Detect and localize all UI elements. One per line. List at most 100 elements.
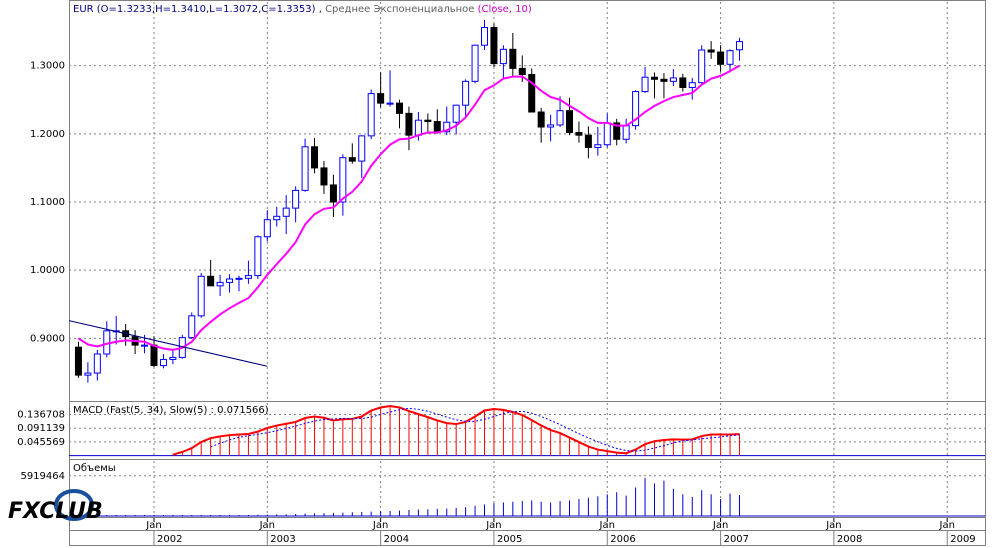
- candle-body: [216, 281, 224, 287]
- volume-title: Объемы: [73, 463, 116, 474]
- candle-body: [226, 278, 234, 283]
- candle-body: [93, 353, 101, 374]
- candle-body: [301, 146, 309, 191]
- candle-body: [660, 78, 668, 82]
- candle-body: [348, 157, 356, 162]
- candle-body: [632, 91, 640, 127]
- ema-line: [77, 64, 740, 351]
- candle-body: [273, 215, 281, 221]
- candle-body: [726, 50, 734, 65]
- candle-body: [254, 236, 262, 277]
- x-tick-label: Jan: [372, 520, 388, 531]
- candle-body: [358, 135, 366, 162]
- candle-body: [547, 124, 555, 128]
- candle-body: [452, 104, 460, 123]
- year-label: 2007: [724, 534, 749, 545]
- candle-body: [396, 102, 404, 114]
- y-tick-label: 0.9000: [30, 333, 65, 344]
- candle-body: [669, 77, 677, 82]
- year-label: 2009: [950, 534, 975, 545]
- candle-body: [405, 112, 413, 136]
- candle-body: [311, 146, 319, 169]
- macd-line: [172, 404, 740, 456]
- candle-body: [386, 102, 394, 105]
- logo: FXCLUB: [8, 489, 103, 524]
- x-tick-label: Jan: [939, 520, 955, 531]
- year-label: 2003: [270, 534, 295, 545]
- y-tick-label: 1.2000: [30, 129, 65, 140]
- y-tick-label: 0.136708: [17, 410, 65, 421]
- candle-body: [292, 189, 300, 209]
- candle-body: [169, 356, 177, 360]
- y-tick-label: 1.3000: [30, 61, 65, 72]
- candle-body: [735, 41, 743, 51]
- y-tick-label: 0.091139: [17, 423, 65, 434]
- candle-body: [329, 184, 337, 203]
- logo-text: FXCLUB: [8, 499, 103, 524]
- year-label: 2006: [610, 534, 635, 545]
- candle-body: [679, 77, 687, 88]
- candle-body: [717, 51, 725, 65]
- x-tick-label: Jan: [825, 520, 841, 531]
- candle-body: [244, 275, 252, 279]
- year-label: 2004: [384, 534, 409, 545]
- candle-body: [150, 344, 158, 367]
- candle-body: [622, 125, 630, 140]
- signal-line: [210, 407, 740, 452]
- candle-body: [613, 122, 621, 140]
- candle-body: [443, 121, 451, 133]
- indicator-params: (Close, 10): [478, 4, 532, 15]
- candle-body: [707, 49, 715, 53]
- macd-title: MACD (Fast(5, 34), Slow(5) : 0.071566): [73, 405, 269, 416]
- candle-body: [556, 110, 564, 126]
- year-axis-frame: [69, 530, 986, 546]
- year-label: 2002: [157, 534, 182, 545]
- candle-body: [650, 76, 658, 80]
- candle-body: [74, 346, 82, 376]
- candle-body: [471, 44, 479, 82]
- candle-body: [594, 144, 602, 148]
- chart-title: EUR (O=1.3233,H=1.3410,L=1.3072,C=1.3353…: [73, 4, 532, 15]
- candle-body: [141, 344, 149, 347]
- candle-body: [565, 110, 573, 133]
- candle-body: [424, 119, 432, 123]
- trend-line: [68, 320, 268, 367]
- candle-body: [235, 277, 243, 280]
- candle-body: [462, 80, 470, 106]
- candle-body: [84, 372, 92, 376]
- candle-body: [490, 26, 498, 65]
- candle-body: [377, 93, 385, 104]
- candle-body: [481, 26, 489, 46]
- x-tick-label: Jan: [712, 520, 728, 531]
- logo-globe: [54, 489, 94, 521]
- x-tick-label: Jan: [259, 520, 275, 531]
- year-label: 2008: [837, 534, 862, 545]
- candle-body: [698, 49, 706, 84]
- y-tick-label: 0.045569: [17, 437, 65, 448]
- x-tick-label: Jan: [145, 520, 161, 531]
- candle-body: [528, 74, 536, 113]
- candle-body: [641, 76, 649, 93]
- candle-body: [263, 219, 271, 238]
- candle-body: [197, 275, 205, 317]
- candle-body: [367, 93, 375, 137]
- candle-body: [414, 119, 422, 136]
- candle-body: [603, 122, 611, 146]
- candle-body: [188, 315, 196, 339]
- candle-body: [433, 121, 441, 133]
- candle-body: [282, 207, 290, 217]
- candle-body: [320, 167, 328, 186]
- candle-body: [509, 48, 517, 69]
- candle-body: [584, 134, 592, 148]
- candle-body: [339, 157, 347, 203]
- candle-body: [499, 48, 507, 65]
- candle-body: [159, 358, 167, 367]
- x-tick-label: Jan: [485, 520, 501, 531]
- instrument-label: EUR (O=1.3233,H=1.3410,L=1.3072,C=1.3353…: [73, 4, 322, 15]
- x-tick-label: Jan: [599, 520, 615, 531]
- candle-body: [575, 131, 583, 136]
- y-tick-label: 1.0000: [30, 265, 65, 276]
- y-tick-label: 5919464: [20, 471, 65, 482]
